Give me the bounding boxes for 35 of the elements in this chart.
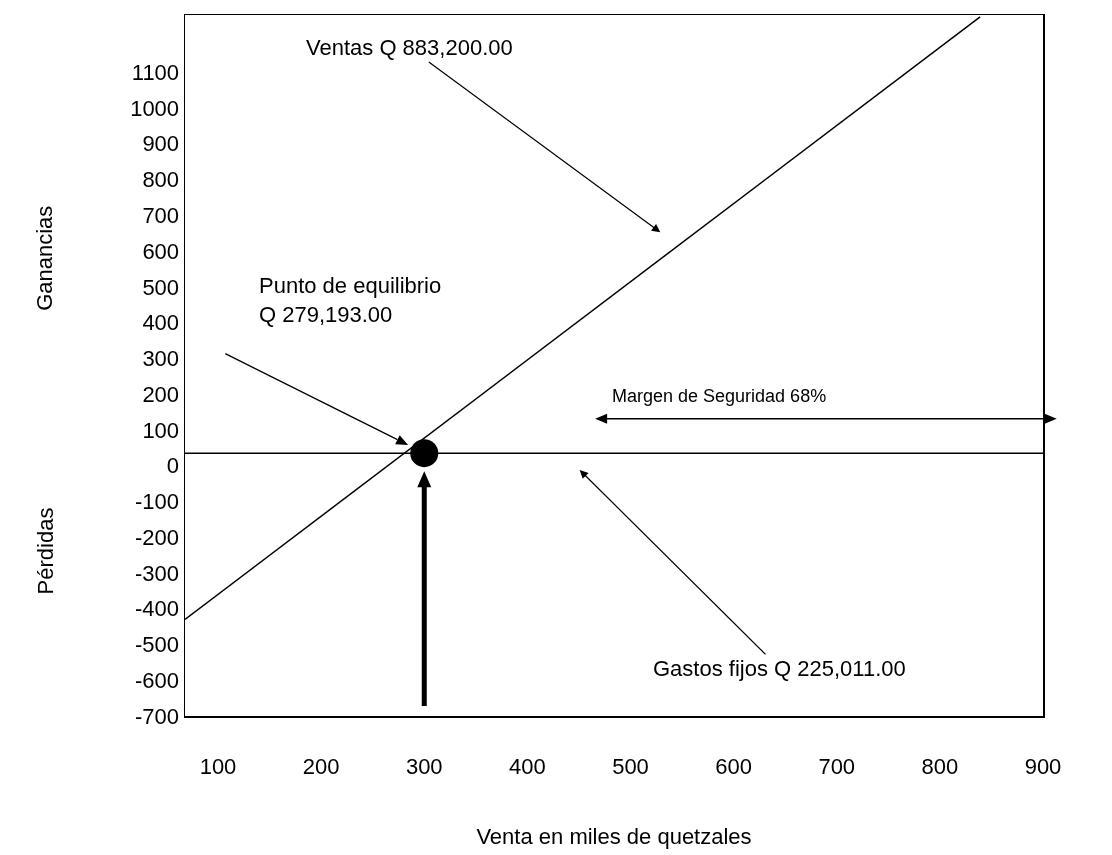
x-tick-label: 200 [302,753,340,779]
annotation: Gastos fijos Q 225,011.00 [653,656,906,681]
text: Ganancias [32,205,58,311]
y-tick-label: 100 [142,417,180,443]
y-tick-label: 400 [142,310,180,336]
y-tick-label: -100 [135,489,180,515]
x-tick-label: 500 [612,753,649,779]
y-tick-label: 900 [142,131,180,157]
y-tick-label: 1000 [130,95,180,121]
text: Pérdidas [32,507,58,595]
x-tick-label: 900 [1024,753,1062,779]
y-tick-label: 800 [142,167,180,193]
y-tick-label: 300 [142,346,180,372]
y-tick-label: 0 [166,453,180,479]
x-tick-label: 600 [715,753,752,779]
y-tick-label: -200 [135,524,180,550]
y-tick-label: 200 [142,381,180,407]
y-tick-label: -400 [135,596,180,622]
x-tick-label: 400 [509,753,546,779]
x-axis-title: Venta en miles de quetzales [476,823,752,849]
y-tick-label: 1100 [131,59,180,85]
y-tick-label: 500 [142,274,180,300]
x-tick-label: 300 [405,753,443,779]
y-tick-label: -300 [135,560,180,586]
y-tick-label: 700 [142,202,180,228]
annotation: Ventas Q 883,200.00 [306,35,513,60]
y-tick-label: -600 [135,667,180,693]
x-tick-label: 800 [921,753,959,779]
x-tick-label: 700 [818,753,856,779]
y-tick-label: -700 [135,703,180,729]
x-tick-label: 100 [199,753,237,779]
annotation: Punto de equilibrio Q 279,193.00 [259,273,442,327]
y-tick-label: -500 [135,632,180,658]
annotation: Margen de Seguridad 68% [612,386,827,406]
y-tick-label: 600 [142,238,180,264]
